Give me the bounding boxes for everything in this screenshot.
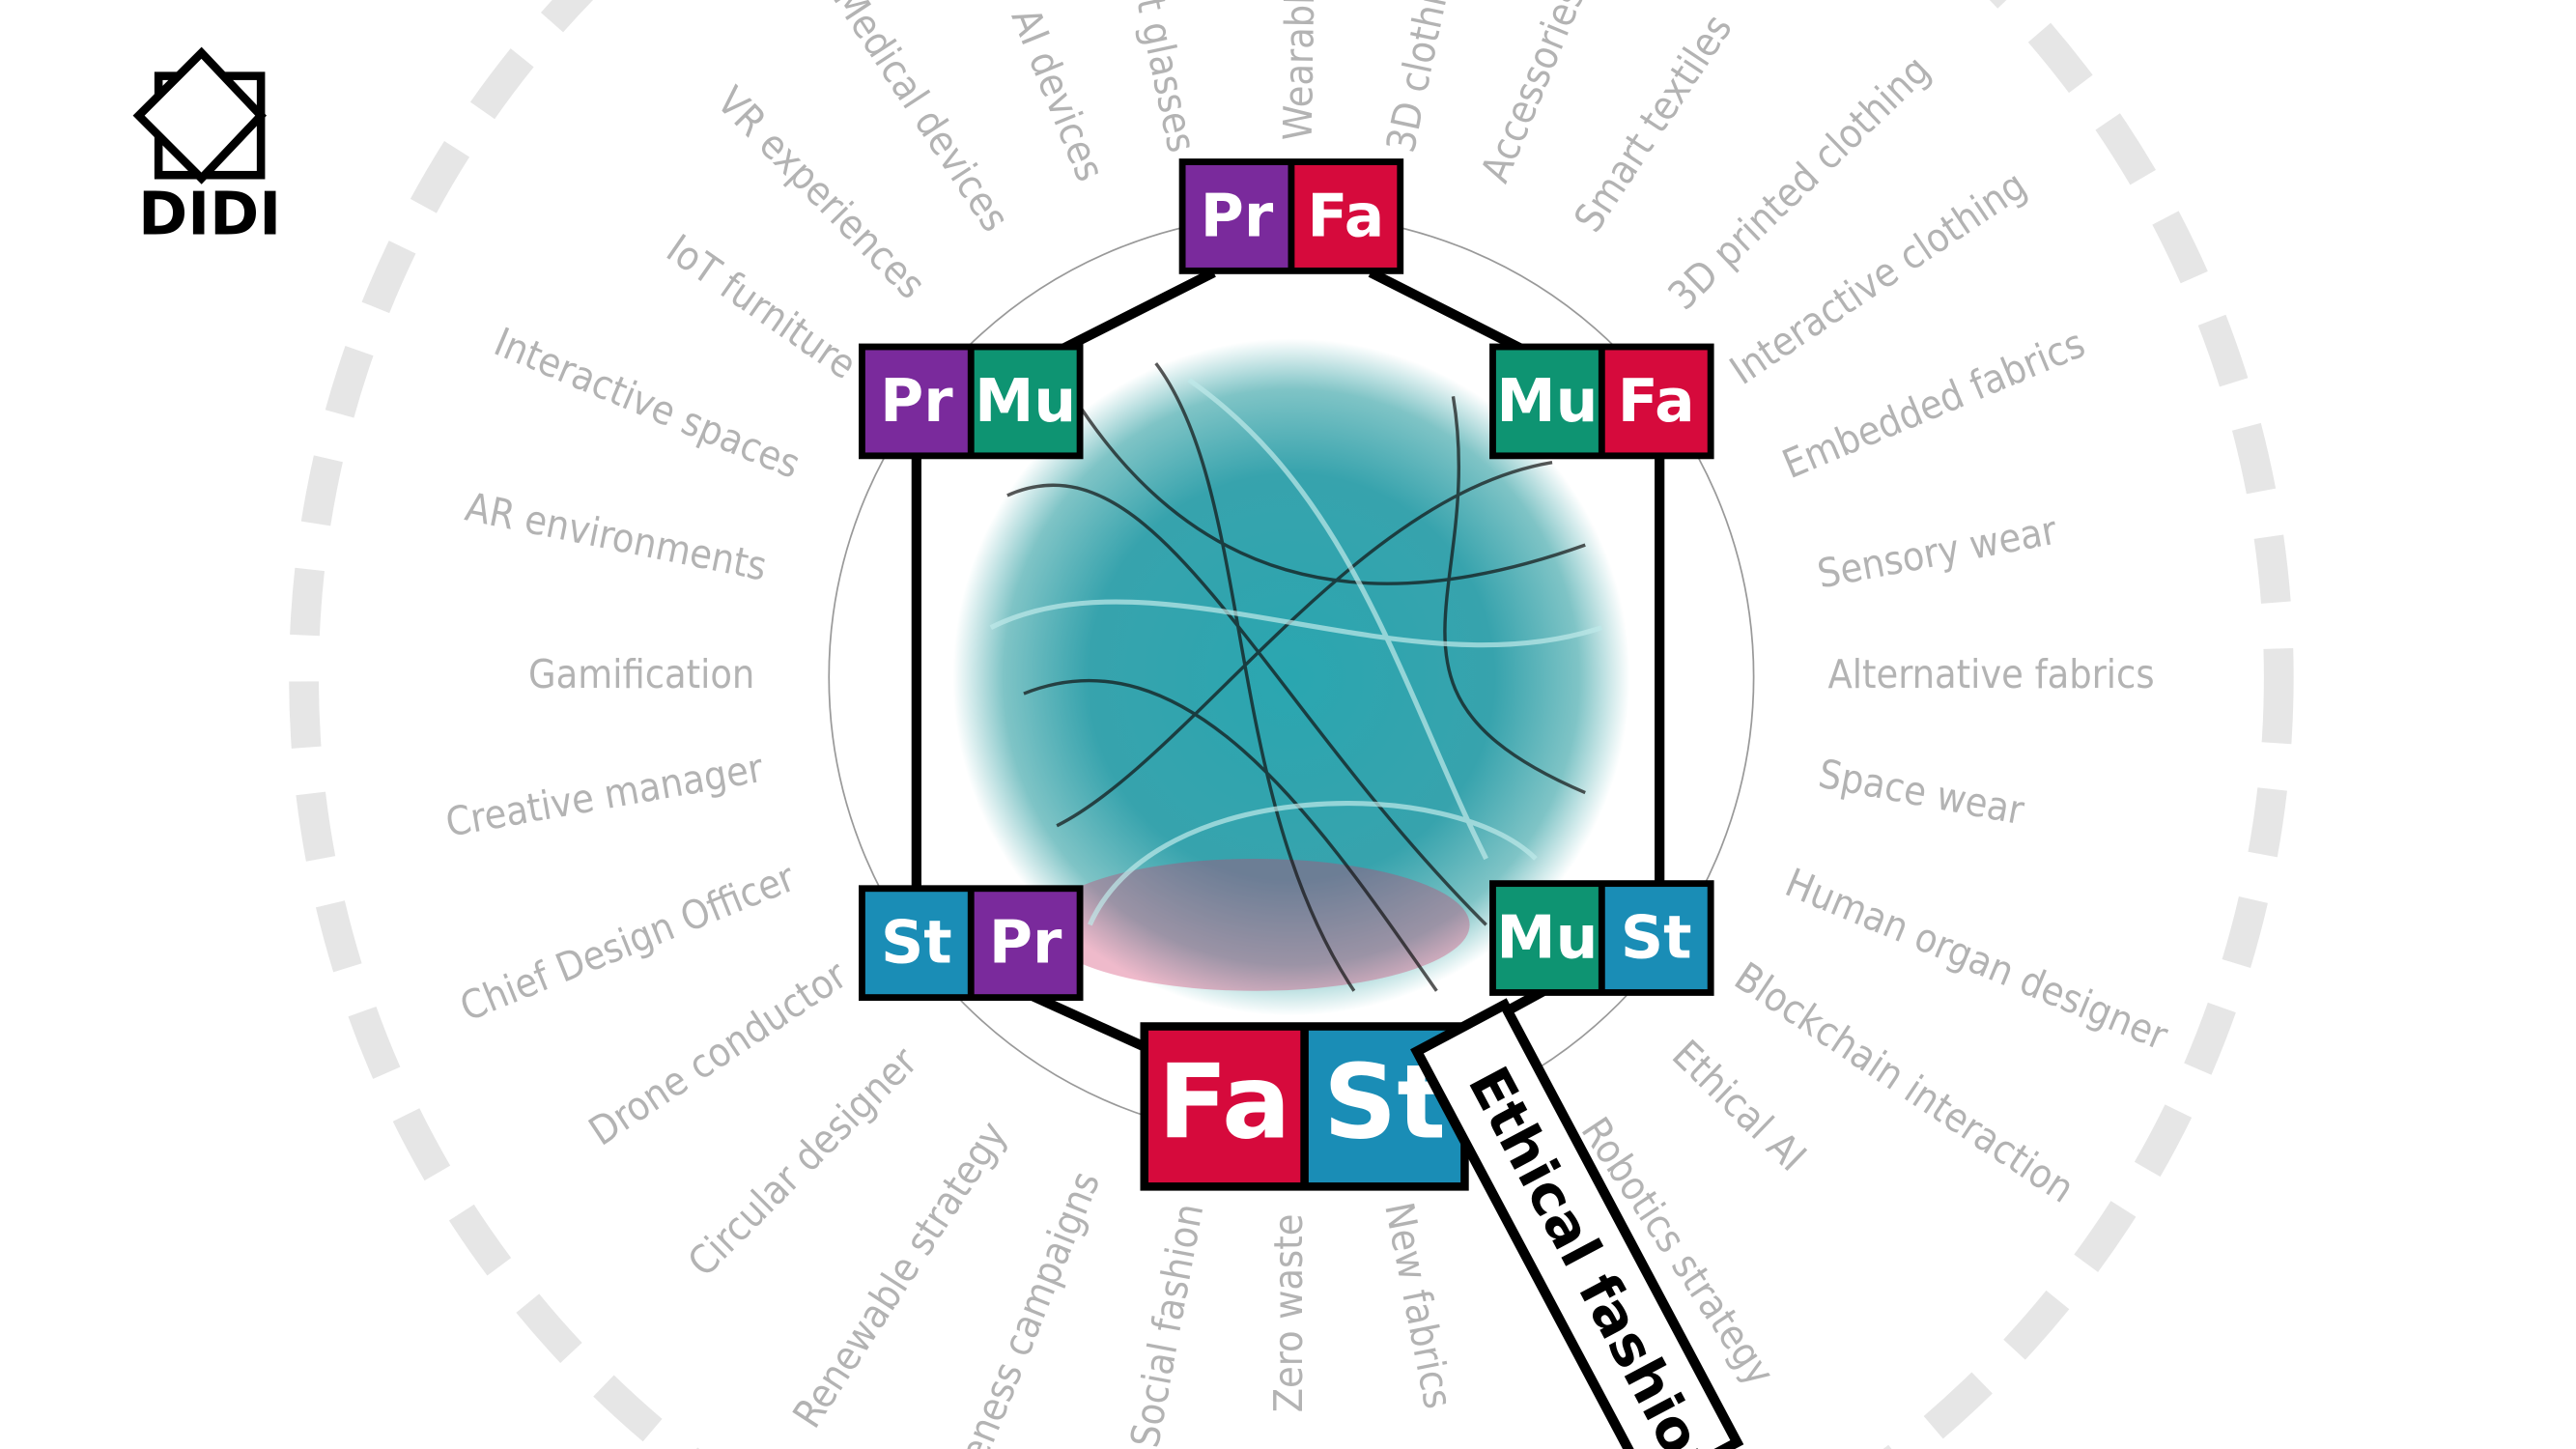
- hexagon: [911, 268, 1665, 1057]
- outer-ring: [289, 0, 2294, 1449]
- tile-symbol: Fa: [1158, 1043, 1291, 1162]
- radial-label: Zero waste: [1265, 1214, 1312, 1413]
- radial-label: Wearables: [1275, 0, 1324, 141]
- tile-symbol: Pr: [1201, 181, 1274, 250]
- radial-label: Space wear: [1815, 751, 2028, 835]
- tile: [974, 350, 1077, 453]
- tile: [1495, 350, 1599, 453]
- tile: [864, 892, 968, 995]
- radial-label: IoT furniture: [659, 225, 865, 388]
- radial-label: Social fashion: [1121, 1200, 1212, 1449]
- radial-label: New fabrics: [1375, 1199, 1461, 1412]
- tile-symbol: Pr: [880, 366, 953, 436]
- tile-symbol: Mu: [1496, 903, 1598, 973]
- radial-label: 3D clothing: [1377, 0, 1465, 156]
- radial-label: Smart glasses: [1108, 0, 1205, 156]
- radial-label: AI devices: [1003, 2, 1114, 188]
- tile-symbol: St: [1621, 903, 1692, 973]
- logo: DIDI: [132, 46, 281, 249]
- tag-box: [1410, 998, 1744, 1449]
- tile: [1604, 887, 1708, 990]
- radial-label: Creative manager: [442, 745, 767, 846]
- radial-label: Accessories: [1472, 0, 1595, 188]
- tile: [1185, 164, 1288, 268]
- tile-symbol: Fa: [1307, 181, 1384, 250]
- logo-text: DIDI: [138, 180, 281, 249]
- tile: [1604, 350, 1708, 453]
- radial-label: Interactive spaces: [488, 319, 807, 488]
- tile: [864, 350, 968, 453]
- tile-symbol: St: [881, 908, 952, 978]
- radial-label: AR environments: [462, 484, 771, 590]
- tile-symbol: Mu: [1496, 366, 1598, 436]
- tile-symbol: Pr: [989, 908, 1062, 978]
- tile: [1148, 1030, 1301, 1183]
- radial-label: Embedded fabrics: [1776, 320, 2092, 488]
- radial-label: Alternative fabrics: [1828, 651, 2155, 697]
- nodes: Pr Fa Pr Mu Mu Fa St Pr Mu St: [859, 158, 1714, 1002]
- tile-symbol: Mu: [975, 366, 1076, 436]
- tile-symbol: Fa: [1618, 366, 1695, 436]
- radial-label: Ethical AI: [1663, 1031, 1815, 1179]
- tile: [1495, 887, 1599, 990]
- radial-label: Sensory wear: [1814, 507, 2061, 598]
- tile: [974, 892, 1077, 995]
- radial-label: Smart textiles: [1565, 6, 1741, 240]
- tile: [1294, 164, 1398, 268]
- radial-label: Gamification: [528, 651, 754, 697]
- fiber-image: [952, 338, 1630, 1016]
